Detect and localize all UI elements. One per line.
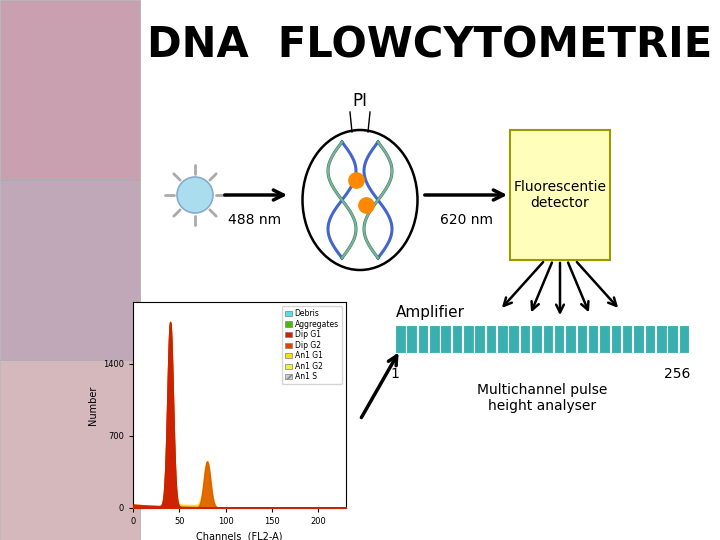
Text: 488 nm: 488 nm <box>228 213 282 227</box>
Text: Fluorescentie
detector: Fluorescentie detector <box>513 180 606 210</box>
Text: DNA  FLOWCYTOMETRIE: DNA FLOWCYTOMETRIE <box>148 24 713 66</box>
Bar <box>486 325 496 353</box>
Bar <box>622 325 632 353</box>
Bar <box>451 325 462 353</box>
Bar <box>531 325 541 353</box>
Bar <box>679 325 689 353</box>
Bar <box>599 325 610 353</box>
Bar <box>406 325 417 353</box>
Bar <box>542 325 553 353</box>
Bar <box>667 325 678 353</box>
Bar <box>611 325 621 353</box>
Text: 1: 1 <box>390 367 400 381</box>
Circle shape <box>177 177 213 213</box>
Bar <box>395 325 405 353</box>
Y-axis label: Number: Number <box>88 386 98 424</box>
Text: PI: PI <box>353 92 367 110</box>
Bar <box>418 325 428 353</box>
Bar <box>588 325 598 353</box>
Bar <box>474 325 485 353</box>
Bar <box>429 325 440 353</box>
Bar <box>520 325 531 353</box>
Bar <box>508 325 519 353</box>
Bar <box>0 360 140 540</box>
Text: Amplifier: Amplifier <box>395 305 464 320</box>
Bar <box>0 0 140 180</box>
Bar <box>510 130 610 260</box>
X-axis label: Channels  (FL2-A): Channels (FL2-A) <box>196 531 283 540</box>
Bar <box>565 325 576 353</box>
Bar <box>577 325 587 353</box>
Ellipse shape <box>302 130 418 270</box>
Text: 256: 256 <box>664 367 690 381</box>
Bar <box>554 325 564 353</box>
Bar <box>463 325 474 353</box>
Bar <box>497 325 508 353</box>
Bar <box>441 325 451 353</box>
Bar <box>634 325 644 353</box>
Text: Multichannel pulse
height analyser: Multichannel pulse height analyser <box>477 383 608 413</box>
Bar <box>0 180 140 360</box>
Legend: Debris, Aggregates, Dip G1, Dip G2, An1 G1, An1 G2, An1 S: Debris, Aggregates, Dip G1, Dip G2, An1 … <box>282 306 342 384</box>
Text: 620 nm: 620 nm <box>439 213 492 227</box>
Bar <box>644 325 655 353</box>
Bar <box>656 325 667 353</box>
